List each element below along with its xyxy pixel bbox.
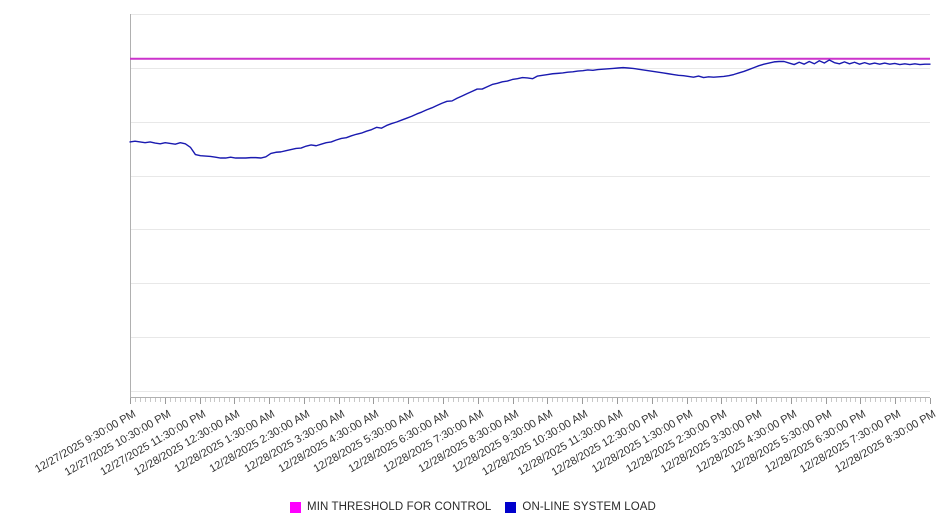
legend-color-swatch <box>290 501 302 513</box>
legend-entry[interactable]: MIN THRESHOLD FOR CONTROL <box>290 501 491 513</box>
legend-label: MIN THRESHOLD FOR CONTROL <box>307 501 492 513</box>
horizontal-gridlines <box>130 14 930 392</box>
chart-legend: MIN THRESHOLD FOR CONTROL ON-LINE SYSTEM … <box>0 497 946 517</box>
legend-entry[interactable]: ON-LINE SYSTEM LOAD <box>505 501 656 513</box>
x-axis-ticks <box>130 398 931 404</box>
plot-background <box>130 14 930 397</box>
load-series-line <box>129 59 931 159</box>
legend-color-swatch <box>505 501 517 513</box>
legend-label: ON-LINE SYSTEM LOAD <box>522 501 656 513</box>
